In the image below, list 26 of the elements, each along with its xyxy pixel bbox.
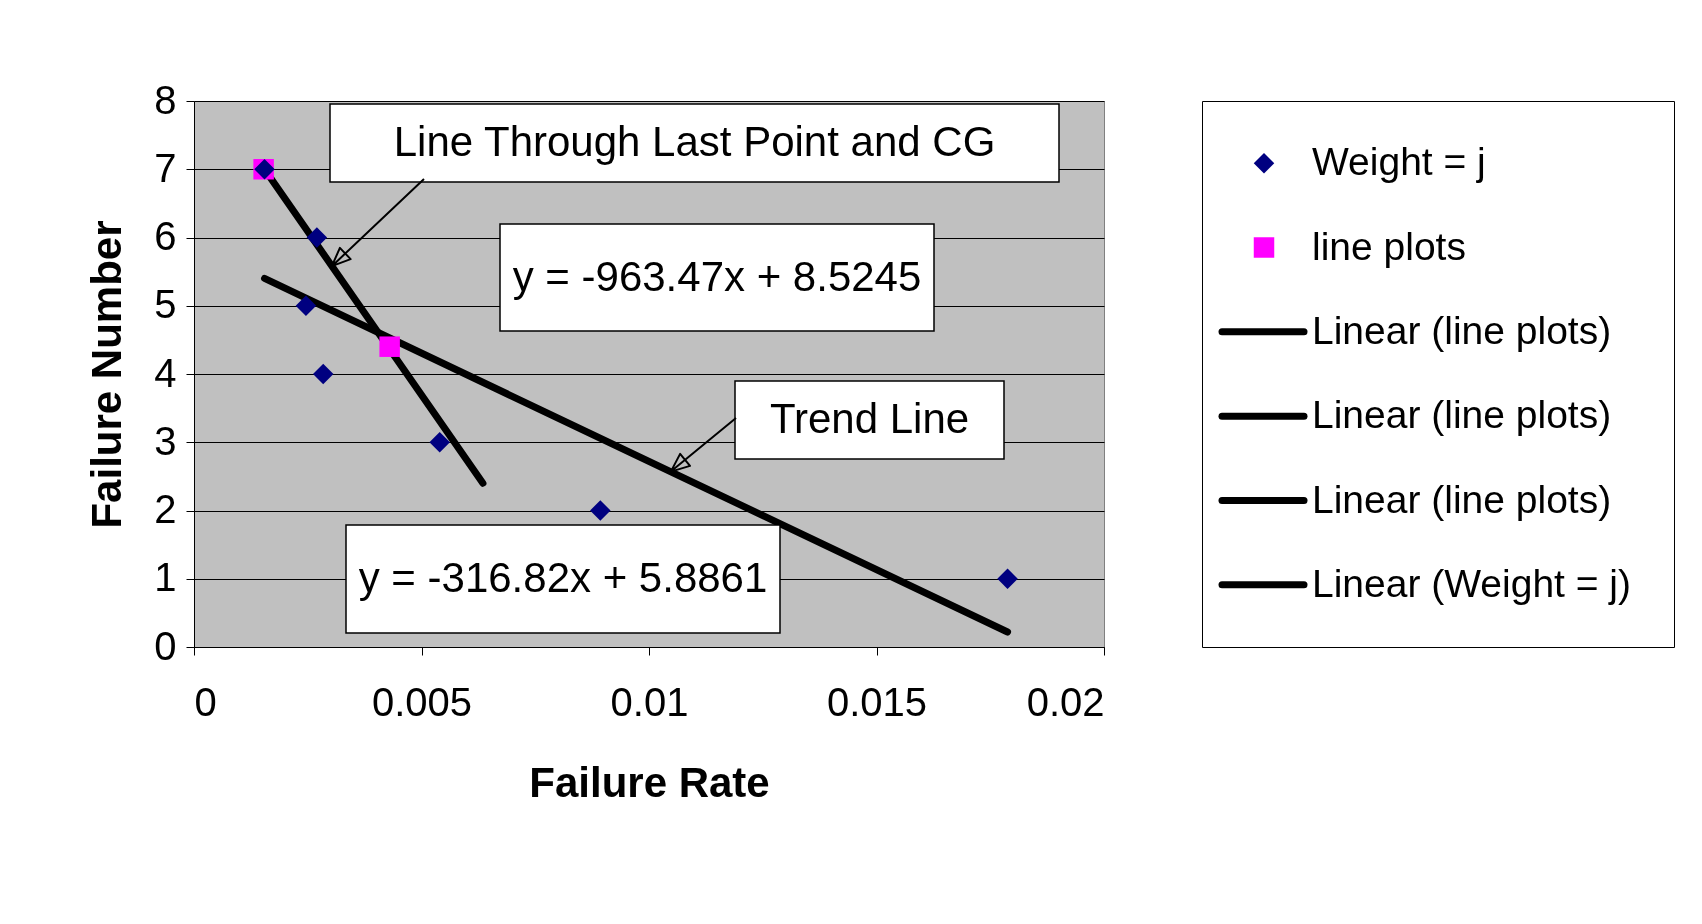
x-tick-label: 0.015 <box>826 679 928 724</box>
y-tick-label: 8 <box>154 77 177 122</box>
legend-label: Linear (Weight = j) <box>1312 561 1632 605</box>
y-tick-label: 0 <box>154 623 177 668</box>
y-tick-label: 7 <box>154 145 177 190</box>
legend-label: line plots <box>1312 224 1466 268</box>
annotation: Trend Line <box>769 395 970 442</box>
legend-label: Weight = j <box>1312 140 1486 184</box>
y-tick-label: 2 <box>154 487 177 531</box>
legend-label: Linear (line plots) <box>1312 308 1612 352</box>
x-tick-label: 0.005 <box>371 679 473 724</box>
annotation: y = -963.47x + 8.5245 <box>512 252 922 300</box>
x-tick-label: 0.02 <box>1026 679 1105 724</box>
x-axis-title: Failure Rate <box>529 758 770 806</box>
y-tick-label: 6 <box>154 214 177 258</box>
legend-label: Linear (line plots) <box>1312 393 1612 437</box>
y-tick-label: 5 <box>154 282 177 327</box>
x-tick-label: 0 <box>194 679 217 724</box>
y-axis-title: Failure Number <box>83 220 131 529</box>
y-tick-label: 3 <box>154 418 177 463</box>
y-tick-label: 4 <box>154 350 177 395</box>
annotation: y = -316.82x + 5.8861 <box>358 554 768 601</box>
annotation: Line Through Last Point and CG <box>393 118 996 165</box>
legend-label: Linear (line plots) <box>1312 477 1612 521</box>
y-tick-label: 1 <box>154 555 177 600</box>
x-tick-label: 0.01 <box>610 679 689 724</box>
